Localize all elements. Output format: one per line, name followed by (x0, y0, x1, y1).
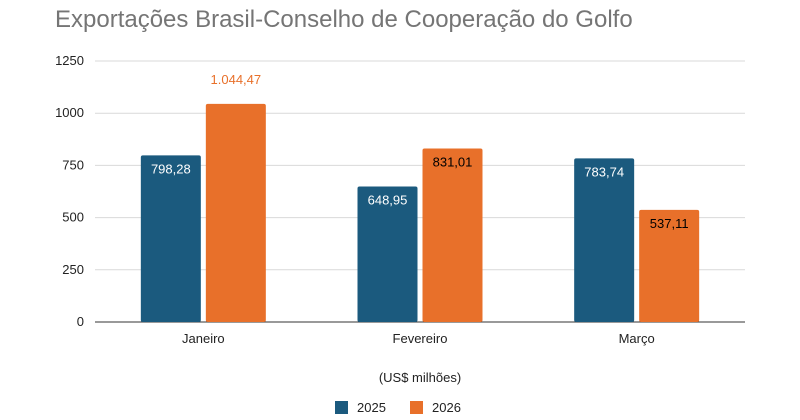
bar-2026-janeiro (205, 103, 266, 322)
y-tick-label: 1250 (55, 53, 84, 68)
data-label: 831,01 (433, 154, 473, 169)
y-tick-label: 1000 (55, 105, 84, 120)
data-label: 537,11 (650, 216, 689, 231)
y-tick-label: 0 (77, 314, 84, 329)
bar-2026-março (639, 209, 700, 322)
data-label: 648,95 (368, 192, 408, 207)
bar-2025-fevereiro (357, 186, 418, 322)
legend-label: 2026 (432, 400, 461, 415)
y-tick-label: 500 (62, 210, 84, 225)
legend-swatch-2026 (410, 401, 423, 414)
bar-2025-março (574, 158, 635, 322)
legend-label: 2025 (357, 400, 386, 415)
chart-title: Exportações Brasil-Conselho de Cooperaçã… (55, 6, 633, 33)
x-axis-title: (US$ milhões) (379, 370, 461, 385)
bar-2025-janeiro (140, 155, 201, 322)
y-tick-label: 750 (62, 157, 84, 172)
data-label: 1.044,47 (211, 72, 262, 87)
data-label: 783,74 (584, 164, 624, 179)
x-tick-label: Fevereiro (393, 331, 448, 346)
legend-swatch-2025 (335, 401, 348, 414)
x-tick-label: Janeiro (182, 331, 225, 346)
x-tick-label: Março (619, 331, 655, 346)
y-tick-label: 250 (62, 262, 84, 277)
bar-2026-fevereiro (422, 148, 483, 322)
data-label: 798,28 (151, 161, 191, 176)
